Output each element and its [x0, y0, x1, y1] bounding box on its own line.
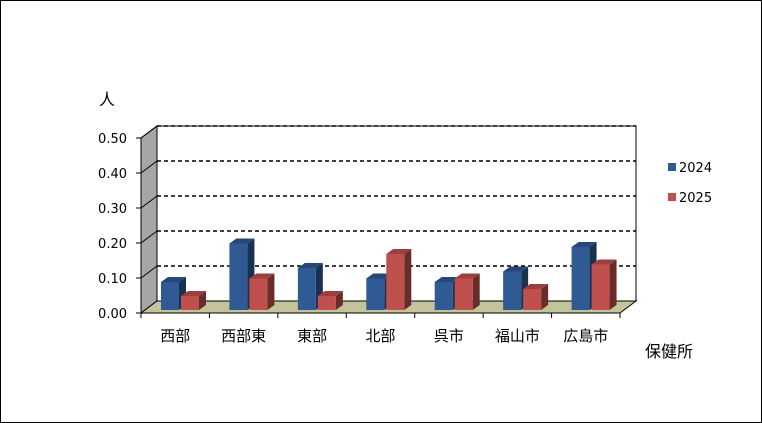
y-tick-label: 0.00: [98, 307, 127, 322]
legend-item-2025: 2025: [668, 191, 712, 206]
x-tick-label: 北部: [365, 327, 395, 345]
x-tick-label: 広島市: [563, 327, 608, 345]
bars: [161, 238, 617, 310]
x-tick-label: 東部: [297, 327, 327, 345]
bar-2025-北部: [386, 249, 412, 310]
x-tick-label: 西部: [160, 327, 190, 345]
legend-label: 2025: [679, 191, 712, 206]
bar-2025-東部: [317, 291, 343, 310]
bar-2024-西部: [161, 277, 186, 310]
x-axis-label: 保健所: [645, 342, 693, 361]
legend-swatch: [668, 193, 676, 201]
legend: 2024 2025: [668, 161, 712, 206]
bar-2025-福山市: [523, 284, 549, 310]
gridline-diagonal: [140, 230, 158, 244]
x-tick-label: 福山市: [495, 327, 540, 345]
y-axis-label: 人: [99, 90, 115, 109]
gridline-diagonal: [140, 195, 158, 209]
gridline-diagonal: [140, 265, 158, 279]
y-tick-label: 0.10: [98, 272, 127, 287]
y-tick-label: 0.20: [98, 237, 127, 252]
bar-2025-広島市: [591, 259, 617, 310]
y-tick-labels: 0.00 0.10 0.20 0.30 0.40 0.50: [98, 132, 141, 322]
x-tick-labels: 西部 西部東 東部 北部 呉市 福山市 広島市: [140, 312, 621, 345]
gridline-diagonal: [140, 160, 158, 174]
bar-2025-西部東: [249, 273, 275, 310]
y-tick-label: 0.30: [98, 202, 127, 217]
legend-swatch: [668, 163, 676, 171]
gridline-diagonal: [140, 125, 158, 139]
y-tick-label: 0.40: [98, 167, 127, 182]
side-wall: [140, 125, 158, 314]
x-tick-label: 西部東: [221, 327, 266, 345]
legend-item-2024: 2024: [668, 161, 712, 176]
y-tick-label: 0.50: [98, 132, 127, 147]
x-tick-label: 呉市: [434, 327, 464, 345]
bar-2025-西部: [181, 291, 206, 310]
legend-label: 2024: [679, 161, 712, 176]
bar-2025-呉市: [454, 273, 480, 310]
